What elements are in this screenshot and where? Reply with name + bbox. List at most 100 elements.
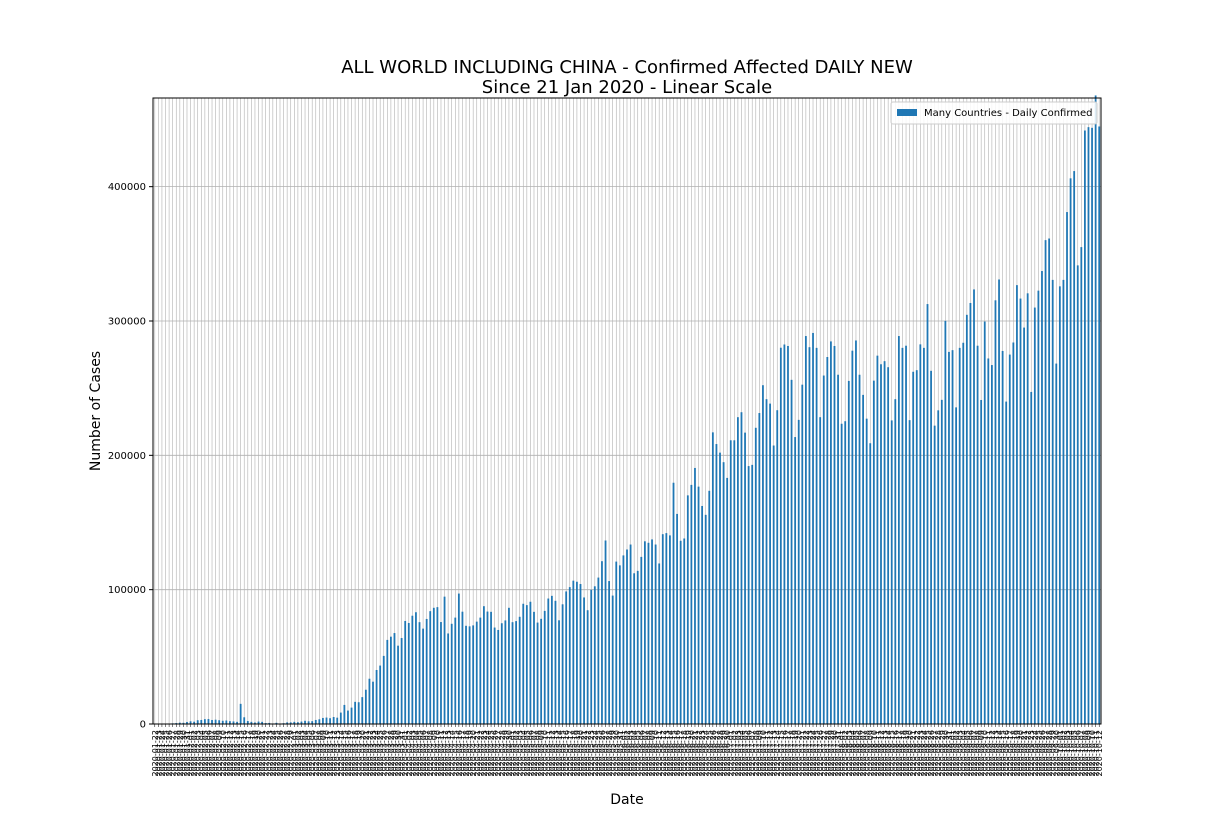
bar	[454, 618, 456, 724]
bar	[537, 623, 539, 724]
bar	[694, 468, 696, 724]
bar	[959, 348, 961, 724]
bar	[354, 702, 356, 724]
bar	[318, 719, 320, 724]
bar	[1073, 171, 1075, 724]
bar	[336, 718, 338, 724]
bar	[869, 443, 871, 724]
bar	[547, 599, 549, 724]
bar	[633, 573, 635, 724]
bar	[601, 561, 603, 724]
bar	[580, 584, 582, 724]
bar	[726, 478, 728, 724]
bar	[526, 605, 528, 724]
bar	[862, 395, 864, 724]
bar	[1077, 265, 1079, 724]
y-tick-label: 100000	[108, 585, 146, 596]
bar	[794, 437, 796, 724]
bar	[673, 483, 675, 724]
bar	[315, 720, 317, 724]
bar	[934, 426, 936, 724]
bar	[1016, 285, 1018, 724]
bar	[905, 346, 907, 724]
bar	[665, 533, 667, 724]
bar	[784, 345, 786, 724]
bar	[941, 400, 943, 724]
bar	[225, 721, 227, 724]
bar	[937, 410, 939, 724]
bar	[1002, 351, 1004, 724]
x-axis-ticks: 2020-01-222020-01-232020-01-242020-01-25…	[151, 724, 1104, 777]
bar	[755, 428, 757, 724]
bar	[741, 412, 743, 724]
bar	[819, 417, 821, 724]
bar	[844, 421, 846, 724]
bar	[809, 347, 811, 724]
bar	[361, 697, 363, 724]
bar	[1009, 355, 1011, 724]
bar	[927, 304, 929, 724]
bar	[351, 708, 353, 724]
bar	[1038, 291, 1040, 724]
bar	[987, 358, 989, 724]
bar	[1030, 392, 1032, 724]
bar	[415, 612, 417, 724]
bar	[834, 346, 836, 724]
bar	[487, 612, 489, 724]
bar	[984, 322, 986, 724]
bar	[462, 612, 464, 724]
bar	[508, 608, 510, 724]
bar	[605, 540, 607, 724]
bar	[1041, 271, 1043, 724]
y-axis-label: Number of Cases	[88, 351, 104, 471]
bar	[758, 413, 760, 724]
chart-title: ALL WORLD INCLUDING CHINA - Confirmed Af…	[341, 57, 913, 78]
bar	[594, 586, 596, 724]
bar	[708, 491, 710, 724]
bar	[208, 719, 210, 724]
bar	[848, 381, 850, 724]
bar	[762, 385, 764, 724]
bar	[1023, 328, 1025, 724]
bar	[630, 545, 632, 724]
bar	[737, 417, 739, 724]
bar	[841, 424, 843, 724]
bar	[623, 555, 625, 724]
bar	[343, 705, 345, 724]
bar	[522, 604, 524, 724]
bar	[340, 713, 342, 724]
bar	[372, 682, 374, 724]
chart-subtitle: Since 21 Jan 2020 - Linear Scale	[482, 77, 772, 98]
bar	[812, 333, 814, 724]
bar	[923, 348, 925, 724]
bar	[383, 656, 385, 724]
bar	[798, 420, 800, 724]
bar	[1005, 402, 1007, 724]
bar	[1059, 286, 1061, 724]
bar	[465, 626, 467, 724]
bar	[891, 420, 893, 724]
bar	[805, 336, 807, 724]
bar	[590, 590, 592, 724]
bar	[952, 350, 954, 724]
bar	[215, 720, 217, 724]
bar	[243, 717, 245, 724]
bar	[211, 720, 213, 724]
bar	[333, 717, 335, 724]
bar	[816, 348, 818, 724]
bar	[494, 628, 496, 724]
bar	[859, 375, 861, 724]
bar	[476, 622, 478, 724]
bar	[791, 380, 793, 724]
bar	[440, 622, 442, 724]
bar	[973, 289, 975, 724]
bar	[1027, 293, 1029, 724]
bar	[962, 343, 964, 724]
bar	[515, 621, 517, 724]
bar	[519, 617, 521, 724]
bar	[530, 602, 532, 724]
bar	[662, 534, 664, 724]
bar	[823, 376, 825, 724]
